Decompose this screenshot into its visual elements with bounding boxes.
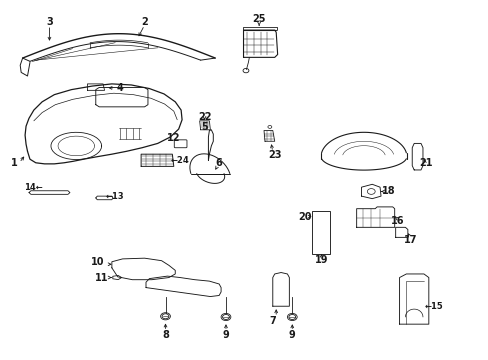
Text: 17: 17 [403,235,416,245]
Text: 14←: 14← [24,183,43,192]
Text: 21: 21 [418,158,432,168]
Text: 1: 1 [11,158,18,168]
Text: ←13: ←13 [106,192,124,201]
Text: 20: 20 [298,212,311,221]
Text: 11: 11 [95,273,109,283]
Text: 25: 25 [252,14,265,24]
Text: 9: 9 [288,330,295,340]
Text: 9: 9 [222,330,229,340]
Bar [311,211,330,253]
Text: 8: 8 [162,330,168,340]
Text: 6: 6 [215,158,222,168]
Text: 16: 16 [390,216,404,226]
Text: 2: 2 [141,17,147,27]
Text: 7: 7 [269,316,276,325]
Text: 18: 18 [381,186,394,196]
Text: 22: 22 [197,112,211,122]
Text: 23: 23 [267,150,281,160]
Text: 19: 19 [314,255,327,265]
Text: 3: 3 [46,17,53,27]
Text: 4: 4 [116,83,123,93]
Text: 10: 10 [90,257,104,267]
Text: 5: 5 [201,122,207,132]
Text: ←15: ←15 [424,302,442,311]
Text: 12: 12 [167,133,180,143]
Text: ←24: ←24 [170,156,189,165]
